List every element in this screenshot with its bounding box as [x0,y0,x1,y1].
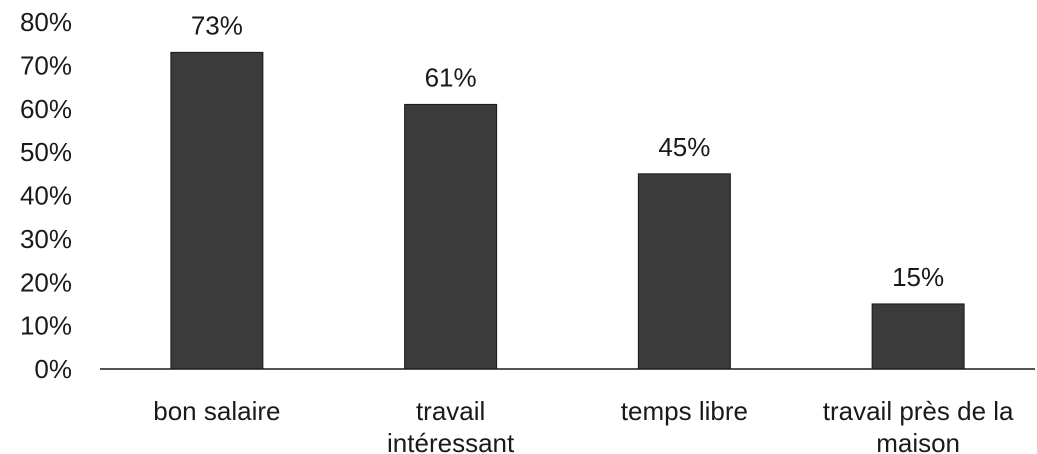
y-tick-label: 60% [20,94,72,124]
y-tick-label: 20% [20,267,72,297]
bar [404,103,498,370]
bar [170,51,264,370]
data-label: 61% [425,62,477,92]
y-tick-label: 10% [20,311,72,341]
y-axis: 0% 10% 20% 30% 40% 50% 60% 70% 80% [20,7,72,384]
x-tick-label: travail près de la [823,396,1014,426]
y-tick-label: 70% [20,50,72,80]
bar [871,303,965,370]
y-tick-label: 30% [20,224,72,254]
x-tick-label: temps libre [621,396,748,426]
x-tick-label: intéressant [387,428,515,454]
x-tick-label: maison [876,428,960,454]
data-label: 15% [892,262,944,292]
y-tick-label: 40% [20,181,72,211]
data-label: 45% [658,132,710,162]
x-tick-label: travail [416,396,485,426]
data-label: 73% [191,10,243,40]
x-tick-label: bon salaire [153,396,280,426]
bars: 73% 61% 45% 15% [170,10,965,370]
y-tick-label: 80% [20,7,72,37]
y-tick-label: 0% [34,354,72,384]
y-tick-label: 50% [20,137,72,167]
bar [637,173,731,370]
